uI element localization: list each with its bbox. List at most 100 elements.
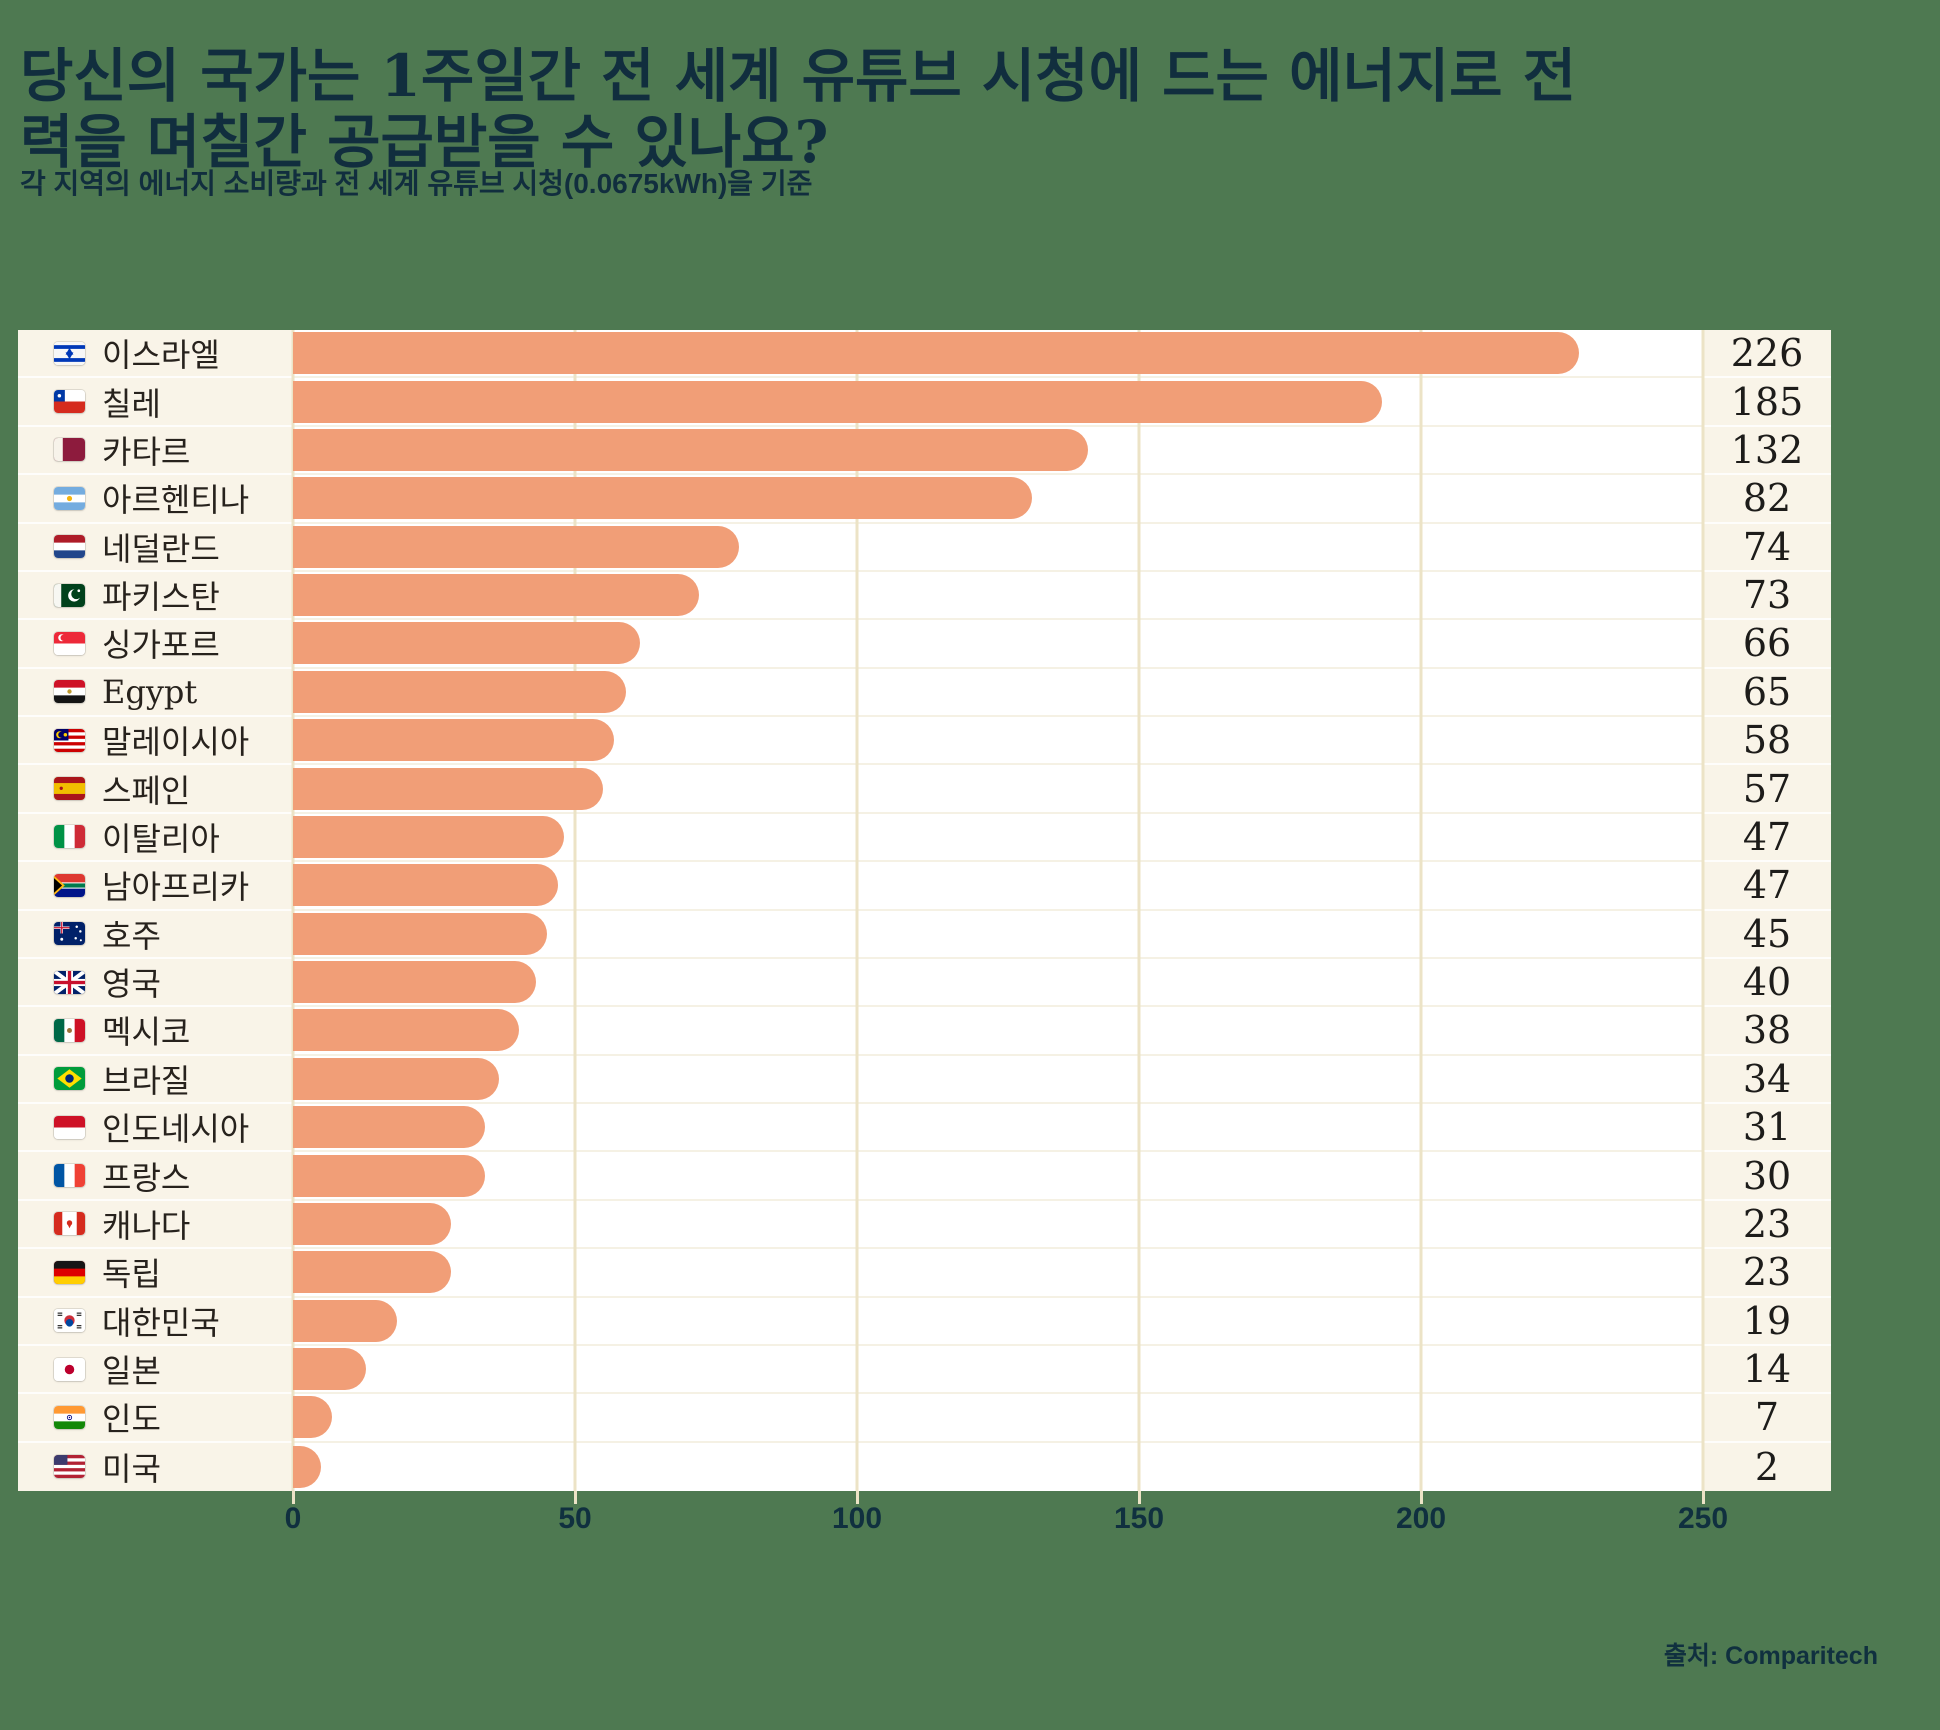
bar-spain bbox=[293, 767, 604, 810]
country-name: 영국 bbox=[102, 965, 161, 1004]
flag-brazil-icon bbox=[54, 1067, 85, 1091]
flag-mexico-icon bbox=[54, 1018, 85, 1042]
x-tick-label-250: 250 bbox=[1677, 1502, 1729, 1535]
country-label-cell: 인도 bbox=[18, 1394, 293, 1443]
page-title: 당신의 국가는 1주일간 전 세계 유튜브 시청에 드는 에너지로 전력을 며칠… bbox=[20, 41, 1577, 176]
bar-track bbox=[293, 862, 1703, 911]
flag-pakistan-icon bbox=[54, 583, 85, 607]
table-row-germany: 독립 23 bbox=[18, 1249, 1831, 1298]
value-label: 73 bbox=[1703, 572, 1831, 621]
country-label-cell: 독립 bbox=[18, 1249, 293, 1298]
value-label: 132 bbox=[1703, 427, 1831, 476]
flag-canada-icon bbox=[54, 1212, 85, 1236]
country-name: 이탈리아 bbox=[102, 819, 220, 858]
country-name: 아르헨티나 bbox=[102, 481, 250, 520]
country-name: 일본 bbox=[102, 1352, 161, 1391]
bar-usa bbox=[293, 1445, 322, 1488]
table-row-chile: 칠레 185 bbox=[18, 378, 1831, 427]
bar-track bbox=[293, 1152, 1703, 1201]
bar-germany bbox=[293, 1251, 451, 1294]
x-tick-mark-0 bbox=[291, 1491, 295, 1504]
value-label: 57 bbox=[1703, 765, 1831, 814]
value-label: 65 bbox=[1703, 669, 1831, 717]
value-label: 7 bbox=[1703, 1394, 1831, 1443]
country-name: 대한민국 bbox=[102, 1303, 220, 1342]
page-subtitle: 각 지역의 에너지 소비량과 전 세계 유튜브 시청(0.0675kWh)을 기… bbox=[20, 168, 813, 199]
country-name: 스페인 bbox=[102, 771, 191, 810]
bar-south-korea bbox=[293, 1299, 398, 1342]
country-name: 미국 bbox=[102, 1449, 161, 1488]
bar-argentina bbox=[293, 477, 1032, 520]
bar-uk bbox=[293, 961, 536, 1004]
bar-track bbox=[293, 717, 1703, 766]
country-name: 이스라엘 bbox=[102, 336, 220, 375]
country-name: 남아프리카 bbox=[102, 868, 250, 907]
flag-india-icon bbox=[54, 1405, 85, 1429]
x-tick-label-150: 150 bbox=[1113, 1502, 1165, 1535]
table-row-indonesia: 인도네시아 31 bbox=[18, 1104, 1831, 1153]
flag-qatar-icon bbox=[54, 438, 85, 462]
country-name: 브라질 bbox=[102, 1061, 191, 1100]
value-label: 23 bbox=[1703, 1249, 1831, 1298]
table-row-israel: 이스라엘 226 bbox=[18, 330, 1831, 379]
bar-netherlands bbox=[293, 525, 739, 568]
bar-track bbox=[293, 475, 1703, 524]
country-label-cell: 인도네시아 bbox=[18, 1104, 293, 1153]
bar-indonesia bbox=[293, 1106, 485, 1149]
flag-germany-icon bbox=[54, 1260, 85, 1284]
country-label-cell: 일본 bbox=[18, 1346, 293, 1395]
value-label: 14 bbox=[1703, 1346, 1831, 1395]
table-row-spain: 스페인 57 bbox=[18, 765, 1831, 814]
bar-track bbox=[293, 330, 1703, 379]
bar-track bbox=[293, 910, 1703, 959]
country-label-cell: 멕시코 bbox=[18, 1007, 293, 1056]
table-row-netherlands: 네덜란드 74 bbox=[18, 523, 1831, 572]
bar-egypt bbox=[293, 670, 626, 713]
value-label: 47 bbox=[1703, 814, 1831, 863]
country-label-cell: 파키스탄 bbox=[18, 572, 293, 621]
flag-spain-icon bbox=[54, 777, 85, 801]
bar-track bbox=[293, 1104, 1703, 1153]
value-label: 23 bbox=[1703, 1201, 1831, 1250]
country-label-cell: 미국 bbox=[18, 1443, 293, 1491]
table-row-south-korea: 대한민국 19 bbox=[18, 1297, 1831, 1346]
country-label-cell: 영국 bbox=[18, 959, 293, 1008]
bar-israel bbox=[293, 332, 1579, 375]
table-row-malaysia: 말레이시아 58 bbox=[18, 717, 1831, 766]
flag-italy-icon bbox=[54, 825, 85, 849]
table-row-mexico: 멕시코 38 bbox=[18, 1007, 1831, 1056]
country-label-cell: 카타르 bbox=[18, 427, 293, 476]
flag-singapore-icon bbox=[54, 631, 85, 655]
table-row-uk: 영국 40 bbox=[18, 958, 1831, 1008]
country-name: 인도네시아 bbox=[102, 1110, 250, 1149]
bar-singapore bbox=[293, 622, 640, 665]
bar-track bbox=[293, 1055, 1703, 1104]
country-label-cell: 호주 bbox=[18, 911, 293, 959]
flag-egypt-icon bbox=[54, 680, 85, 704]
value-label: 226 bbox=[1703, 330, 1831, 379]
bar-track bbox=[293, 523, 1703, 572]
country-name: 칠레 bbox=[102, 384, 161, 423]
country-label-cell: 브라질 bbox=[18, 1056, 293, 1104]
bar-track bbox=[293, 1394, 1703, 1443]
x-tick-mark-50 bbox=[573, 1491, 577, 1504]
flag-indonesia-icon bbox=[54, 1115, 85, 1139]
table-row-italy: 이탈리아 47 bbox=[18, 813, 1831, 863]
table-row-pakistan: 파키스탄 73 bbox=[18, 571, 1831, 621]
table-row-japan: 일본 14 bbox=[18, 1345, 1831, 1395]
bar-australia bbox=[293, 912, 547, 955]
country-name: Egypt bbox=[102, 672, 198, 711]
bar-chart-panel: 이스라엘 226 칠레 185 카타르 132 아르헨티나 82 네덜란드 74 파키스탄 73 싱가포… bbox=[18, 330, 1831, 1491]
bar-track bbox=[293, 1345, 1703, 1395]
flag-argentina-icon bbox=[54, 486, 85, 510]
country-name: 말레이시아 bbox=[102, 723, 250, 762]
bar-japan bbox=[293, 1348, 367, 1391]
bar-malaysia bbox=[293, 719, 615, 762]
country-label-cell: 남아프리카 bbox=[18, 862, 293, 911]
bar-track bbox=[293, 620, 1703, 669]
bar-track bbox=[293, 378, 1703, 427]
value-label: 74 bbox=[1703, 524, 1831, 572]
bar-france bbox=[293, 1154, 485, 1197]
bar-track bbox=[293, 1297, 1703, 1346]
flag-chile-icon bbox=[54, 390, 85, 414]
